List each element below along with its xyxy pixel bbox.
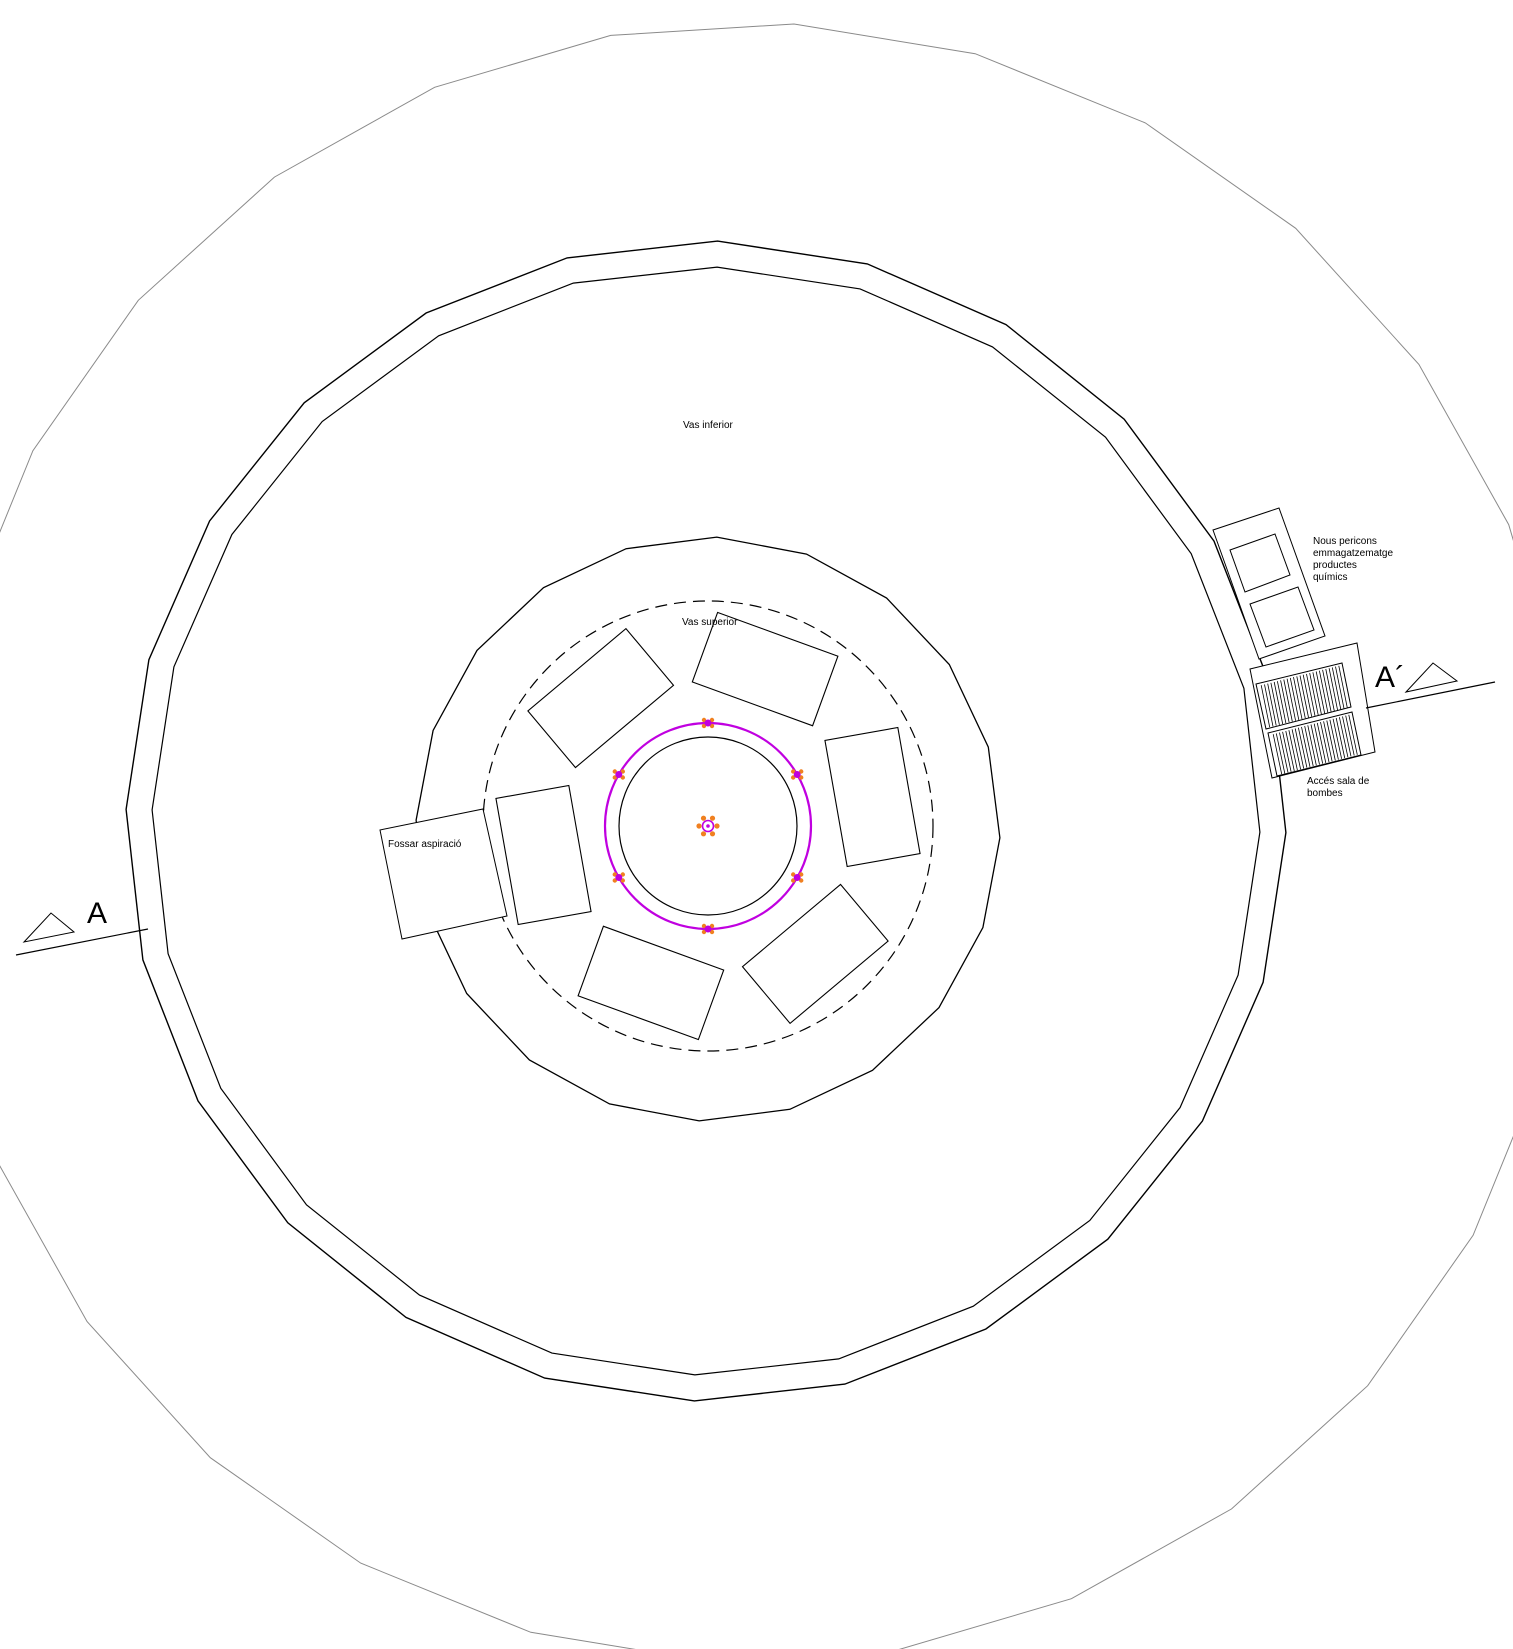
- central-platform: [618, 736, 798, 916]
- upper-basin-label: Vas superior: [682, 617, 738, 628]
- tank-1: [527, 627, 675, 769]
- lower-basin-inner-wall: [151, 266, 1261, 1376]
- center-nozzle: [696, 815, 720, 837]
- tank-2: [691, 611, 839, 727]
- pump-room-access: [1249, 642, 1376, 779]
- jet-nozzle-3: [791, 872, 804, 883]
- pump-access-label-2: bombes: [1307, 788, 1343, 799]
- section-label-a: A: [87, 897, 107, 930]
- chem-storage-label-3: productes: [1313, 560, 1357, 571]
- jet-nozzle-2: [791, 769, 804, 780]
- chem-storage-label-2: emmagatzematge: [1313, 548, 1393, 559]
- section-arrow-a: [22, 912, 76, 943]
- tank-4: [741, 883, 889, 1025]
- section-line-left: [15, 928, 149, 956]
- tank-6: [495, 784, 592, 926]
- lower-basin-outer-wall: [125, 240, 1287, 1402]
- jet-nozzle-1: [701, 717, 715, 729]
- section-label-a-prime: A´: [1375, 661, 1405, 694]
- suction-pit-label: Fossar aspiració: [388, 839, 462, 850]
- tank-3: [824, 726, 921, 868]
- section-arrow-a-prime: [1404, 662, 1459, 693]
- jet-nozzle-4: [701, 923, 715, 935]
- upper-basin-outer-wall: [415, 536, 1001, 1122]
- jet-nozzle-6: [612, 769, 625, 780]
- section-line-right: [1365, 681, 1496, 709]
- chemical-storage-pits: [1212, 507, 1326, 660]
- pump-access-label-1: Accés sala de: [1307, 776, 1370, 787]
- chem-storage-label-1: Nous pericons: [1313, 536, 1377, 547]
- jet-nozzle-5: [612, 872, 625, 883]
- chem-storage-label-4: químics: [1313, 572, 1347, 583]
- suction-pit: [379, 808, 508, 940]
- tank-5: [577, 925, 725, 1041]
- lower-basin-label: Vas inferior: [683, 420, 734, 431]
- outer-plaza-ring: [0, 23, 1513, 1649]
